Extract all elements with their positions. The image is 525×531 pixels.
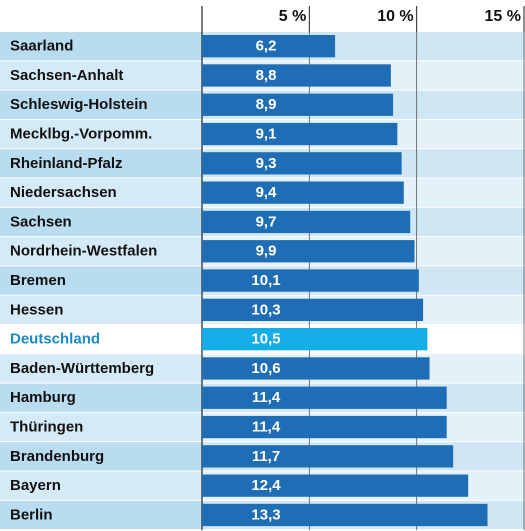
bar: [202, 64, 391, 87]
row-label-bg: [0, 61, 202, 90]
value-label: 9,1: [256, 126, 277, 143]
category-label: Niedersachsen: [10, 184, 117, 201]
category-label: Mecklbg.-Vorpomm.: [10, 126, 152, 143]
row-label-bg: [0, 412, 202, 442]
bar: [202, 328, 428, 351]
row-label-bg: [0, 90, 202, 119]
value-label: 13,3: [251, 506, 280, 523]
bar: [202, 503, 488, 527]
value-label: 8,8: [256, 67, 277, 84]
value-label: 8,9: [256, 96, 277, 113]
x-tick-label: 15 %: [485, 8, 521, 25]
bar: [202, 210, 411, 234]
value-label: 9,3: [256, 155, 277, 172]
row-label-bg: [0, 207, 202, 237]
category-label: Hamburg: [10, 389, 76, 406]
row-label-bg: [0, 325, 202, 354]
row-label-bg: [0, 295, 202, 324]
category-label: Brandenburg: [10, 448, 104, 465]
category-label: Sachsen: [10, 213, 72, 230]
bar: [202, 93, 394, 116]
row-label-bg: [0, 266, 202, 295]
category-label: Berlin: [10, 506, 53, 523]
value-label: 11,7: [252, 448, 280, 465]
category-label: Bremen: [10, 272, 66, 289]
bar: [202, 269, 419, 292]
row-label-bg: [0, 500, 202, 530]
row-label-bg: [0, 442, 202, 471]
row-label-bg: [0, 354, 202, 383]
bar: [202, 298, 424, 321]
bar: [202, 445, 454, 468]
value-label: 9,4: [256, 184, 278, 201]
bar: [202, 357, 430, 380]
value-label: 11,4: [252, 419, 281, 436]
category-label: Deutschland: [10, 331, 100, 348]
row-label-bg: [0, 471, 202, 500]
row-label-bg: [0, 178, 202, 207]
value-label: 12,4: [251, 477, 281, 494]
value-label: 11,4: [252, 389, 281, 406]
category-label: Thüringen: [10, 419, 83, 436]
value-label: 10,3: [251, 301, 280, 318]
row-label-bg: [0, 149, 202, 178]
value-label: 10,5: [251, 331, 280, 348]
row-label-bg: [0, 237, 202, 266]
category-label: Rheinland-Pfalz: [10, 155, 123, 172]
value-label: 9,7: [256, 213, 277, 230]
x-tick-label: 5 %: [279, 8, 307, 25]
category-label: Hessen: [10, 301, 63, 318]
value-label: 9,9: [256, 243, 277, 260]
category-label: Sachsen-Anhalt: [10, 67, 123, 84]
bar: [202, 122, 398, 146]
bar: [202, 181, 404, 204]
bar: [202, 152, 402, 175]
row-label-bg: [0, 32, 202, 61]
category-label: Bayern: [10, 477, 61, 494]
category-label: Saarland: [10, 38, 73, 55]
category-label: Schleswig-Holstein: [10, 96, 148, 113]
bar: [202, 415, 447, 439]
x-tick-label: 10 %: [377, 8, 413, 25]
category-label: Nordrhein-Westfalen: [10, 243, 157, 260]
value-label: 10,1: [251, 272, 280, 289]
category-label: Baden-Württemberg: [10, 360, 154, 377]
value-label: 10,6: [251, 360, 280, 377]
bar: [202, 240, 415, 263]
bar: [202, 386, 447, 409]
value-label: 6,2: [256, 38, 277, 55]
bar: [202, 35, 336, 58]
row-label-bg: [0, 119, 202, 149]
row-label-bg: [0, 383, 202, 412]
bar: [202, 474, 469, 497]
